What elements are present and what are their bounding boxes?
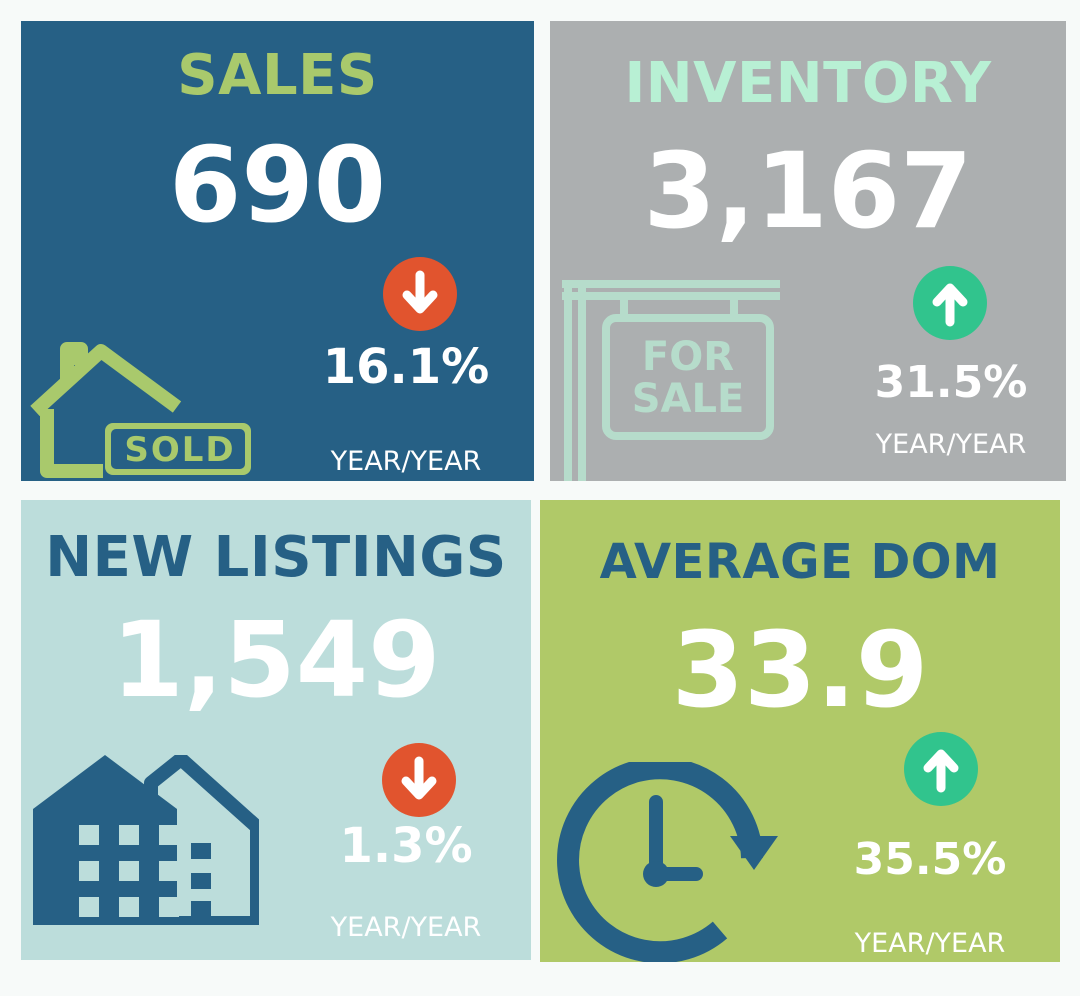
sold-label: SOLD bbox=[124, 430, 236, 470]
sales-title: SALES bbox=[177, 43, 378, 108]
inventory-value: 3,167 bbox=[643, 130, 973, 252]
inventory-tile: INVENTORY 3,167 31.5% YEAR/YEAR FOR SALE bbox=[550, 21, 1066, 481]
average-dom-value: 33.9 bbox=[671, 609, 929, 731]
sale-label: SALE bbox=[631, 376, 745, 422]
new-listings-tile: NEW LISTINGS 1,549 1.3% YEAR/YEAR bbox=[21, 500, 531, 960]
sales-period: YEAR/YEAR bbox=[330, 446, 482, 477]
average-dom-change: 35.5% bbox=[853, 834, 1007, 885]
new-listings-title: NEW LISTINGS bbox=[45, 525, 507, 590]
arrow-down-icon bbox=[382, 743, 456, 817]
inventory-period: YEAR/YEAR bbox=[875, 429, 1027, 460]
buildings-icon bbox=[33, 755, 259, 925]
average-dom-period: YEAR/YEAR bbox=[854, 928, 1006, 959]
arrow-up-icon bbox=[904, 732, 978, 806]
sales-change: 16.1% bbox=[322, 339, 490, 395]
average-dom-tile: AVERAGE DOM 33.9 35.5% YEAR/YEAR bbox=[540, 500, 1060, 962]
new-listings-change: 1.3% bbox=[339, 818, 473, 874]
sales-value: 690 bbox=[168, 124, 387, 246]
for-sale-sign-icon bbox=[562, 280, 780, 481]
for-label: FOR bbox=[641, 334, 735, 380]
inventory-change: 31.5% bbox=[874, 357, 1028, 408]
arrow-down-icon bbox=[383, 257, 457, 331]
house-sold-icon bbox=[30, 342, 251, 478]
new-listings-value: 1,549 bbox=[111, 599, 441, 721]
clock-refresh-icon bbox=[557, 762, 778, 962]
sales-tile: SALES 690 16.1% YEAR/YEAR SOLD bbox=[21, 21, 534, 481]
arrow-up-icon bbox=[913, 266, 987, 340]
new-listings-period: YEAR/YEAR bbox=[330, 912, 482, 943]
inventory-title: INVENTORY bbox=[624, 51, 992, 116]
average-dom-title: AVERAGE DOM bbox=[599, 534, 1001, 590]
